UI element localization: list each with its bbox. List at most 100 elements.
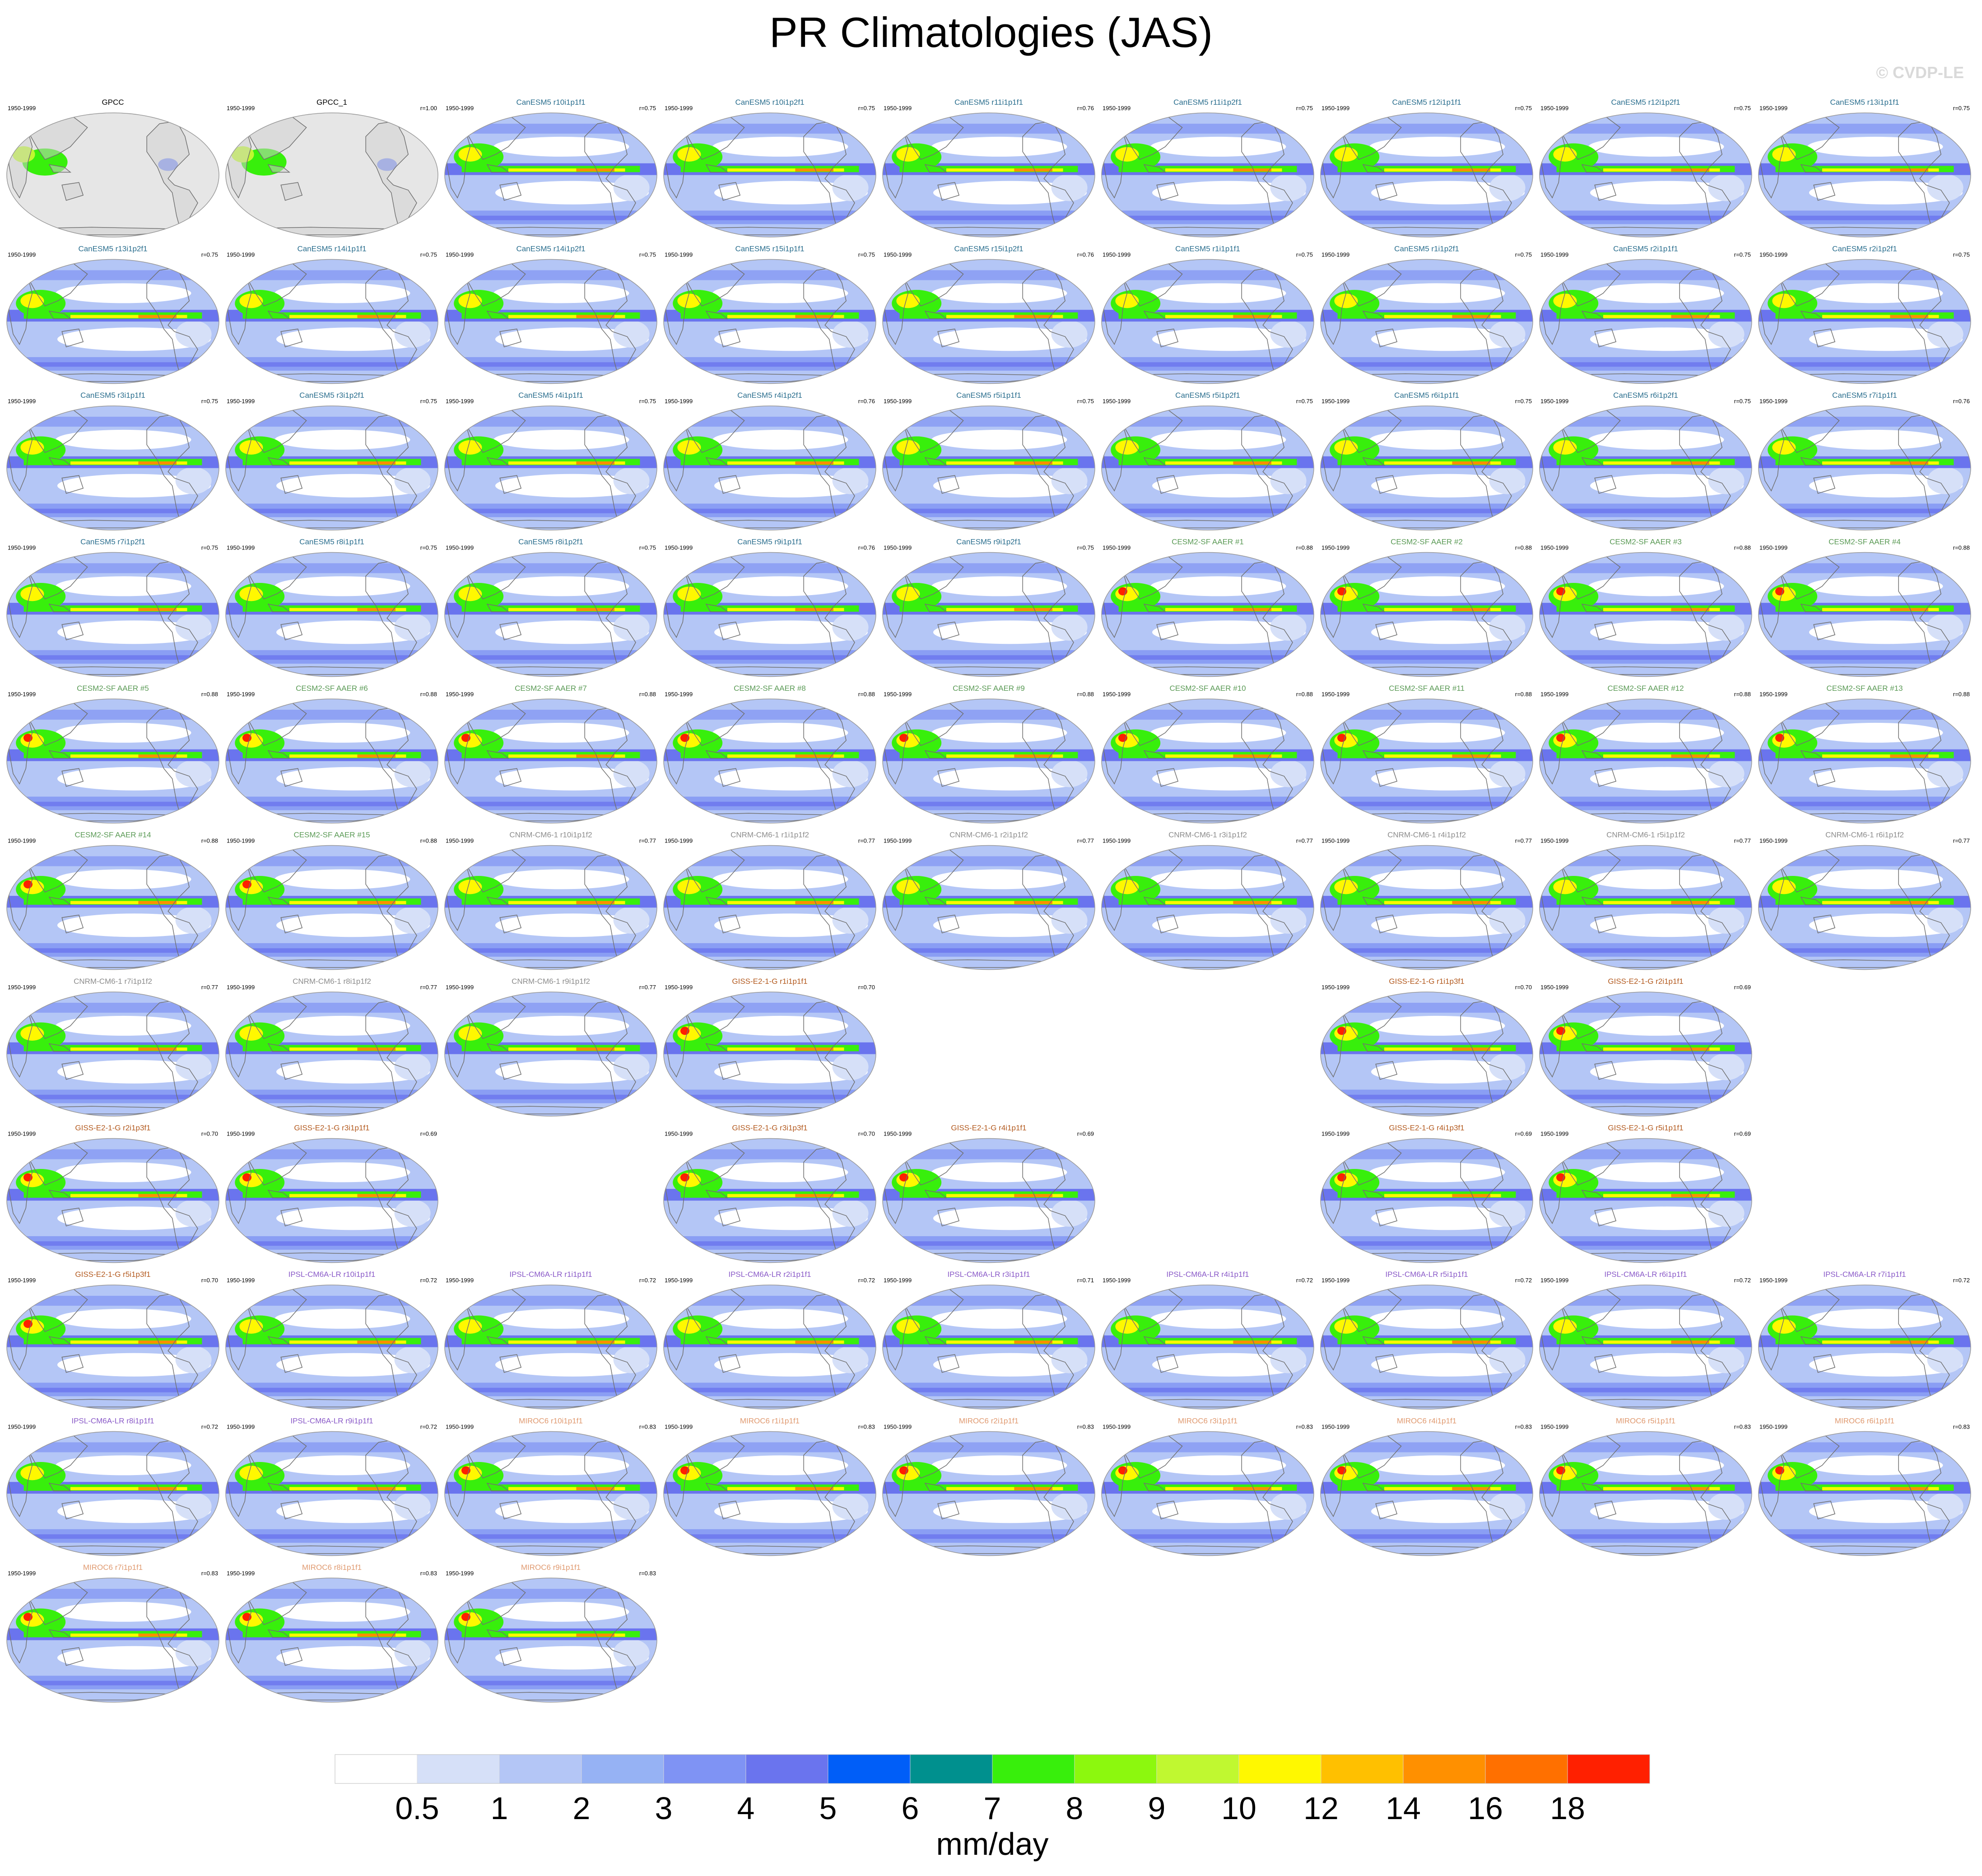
coastline [486,603,510,612]
coastline [705,750,729,759]
map-border [1101,552,1314,677]
panel-title: CanESM5 r12i1p1f1 [1392,98,1461,107]
panel-title: IPSL-CM6A-LR r2i1p1f1 [728,1270,811,1279]
coastline [924,1189,948,1198]
precip-field [1102,406,1314,530]
panel-period: 1950-1999 [227,1131,255,1137]
panel-correlation: r=0.72 [1296,1277,1313,1284]
colorbar-segment [828,1754,911,1784]
panel-title: CESM2-SF AAER #7 [515,684,587,693]
coastline [146,267,198,378]
map-panel: CanESM5 r5i1p1f1 1950-1999 r=0.75 [882,391,1095,531]
precip-field [1321,259,1533,384]
panel-correlation: r=0.75 [1734,251,1751,258]
map-panel: CNRM-CM6-1 r3i1p1f2 1950-1999 r=0.77 [1101,831,1314,970]
map-panel: CanESM5 r15i1p2f1 1950-1999 r=0.76 [882,245,1095,384]
panel-correlation: r=0.75 [201,398,218,405]
coastline [23,1140,88,1186]
coastline [267,1336,291,1345]
precip-field [1759,259,1971,384]
map-panel: GISS-E2-1-G r5i1p1f1 1950-1999 r=0.69 [1539,1124,1752,1263]
map-border [663,259,876,384]
coastline [1375,621,1398,641]
panel-correlation: r=0.70 [201,1277,218,1284]
panel-title: IPSL-CM6A-LR r6i1p1f1 [1604,1270,1687,1279]
coastline [899,407,964,453]
coastline [365,1146,417,1257]
coastline [1362,603,1386,612]
panel-period: 1950-1999 [1103,398,1131,405]
coastline [499,1647,522,1666]
coastline [1362,1482,1386,1491]
panel-period: 1950-1999 [8,1277,36,1284]
precip-field [1321,699,1533,823]
precip-field [226,1285,438,1409]
colorbar-tick-label: 18 [1550,1791,1585,1826]
coastline [1775,261,1840,307]
coastline [584,1000,636,1111]
coastline [499,1500,522,1520]
map-panel: CNRM-CM6-1 r10i1p1f2 1950-1999 r=0.77 [444,831,657,970]
coastline [705,1043,729,1052]
colorbar-segment [745,1754,828,1784]
panel-correlation: r=0.75 [639,251,656,258]
panel-title: CanESM5 r13i1p2f1 [78,245,147,253]
panel-period: 1950-1999 [1540,838,1568,844]
coastline [61,1647,84,1666]
panel-title: MIROC6 r4i1p1f1 [1397,1417,1456,1425]
panel-title: MIROC6 r8i1p1f1 [302,1563,362,1572]
coastline [1800,310,1824,319]
map-panel: CanESM5 r7i1p2f1 1950-1999 r=0.75 [6,538,219,677]
coastline [499,328,522,348]
panel-title: CanESM5 r9i1p2f1 [956,538,1021,546]
colorbar-segment [992,1754,1075,1784]
coastline [1375,1500,1398,1520]
coastline [280,475,303,494]
precip-field [664,1285,876,1409]
coastline [584,121,636,232]
coastline [1679,1293,1731,1404]
map-panel: GISS-E2-1-G r3i1p3f1 1950-1999 r=0.70 [663,1124,876,1263]
map-border [225,1578,438,1703]
map-border [1101,698,1314,824]
panel-correlation: r=0.75 [1077,398,1094,405]
colorbar-tick-label: 4 [737,1791,755,1826]
coastline [280,1500,303,1520]
coastline [61,768,84,787]
coastline [680,114,745,160]
coastline [1375,914,1398,934]
panel-correlation: r=0.77 [858,838,875,844]
coastline [48,1629,72,1638]
panel-title: CanESM5 r14i1p1f1 [297,245,366,253]
precip-field [226,1138,438,1263]
coastline [499,475,522,494]
panel-period: 1950-1999 [1759,691,1787,698]
coastline [924,310,948,319]
panel-title: GISS-E2-1-G r2i1p1f1 [1608,977,1683,986]
map-border [882,112,1095,237]
panel-title: CanESM5 r2i1p2f1 [1832,245,1897,253]
panel-period: 1950-1999 [1540,105,1568,112]
precip-field [226,552,438,677]
coastline [680,407,745,453]
map-border [6,992,219,1117]
map-panel: CNRM-CM6-1 r7i1p1f2 1950-1999 r=0.77 [6,977,219,1117]
panel-title: GISS-E2-1-G r2i1p3f1 [75,1124,150,1132]
map-panel: CanESM5 r9i1p1f1 1950-1999 r=0.76 [663,538,876,677]
coastline [23,1579,88,1625]
coastline [1375,475,1398,494]
map-border [1539,405,1752,531]
panel-correlation: r=0.83 [1515,1424,1532,1430]
coastline [486,1336,510,1345]
panel-correlation: r=0.70 [858,984,875,991]
precip-field [664,845,876,970]
coastline [1813,914,1836,934]
panel-correlation: r=0.76 [858,545,875,551]
map-panel: CanESM5 r8i1p1f1 1950-1999 r=0.75 [225,538,438,677]
page-title: PR Climatologies (JAS) [769,9,1213,56]
coastline [1679,414,1731,525]
map-panel: CanESM5 r2i1p1f1 1950-1999 r=0.75 [1539,245,1752,384]
coastline [1813,328,1836,348]
map-border [6,698,219,824]
panel-correlation: r=0.77 [1953,838,1970,844]
